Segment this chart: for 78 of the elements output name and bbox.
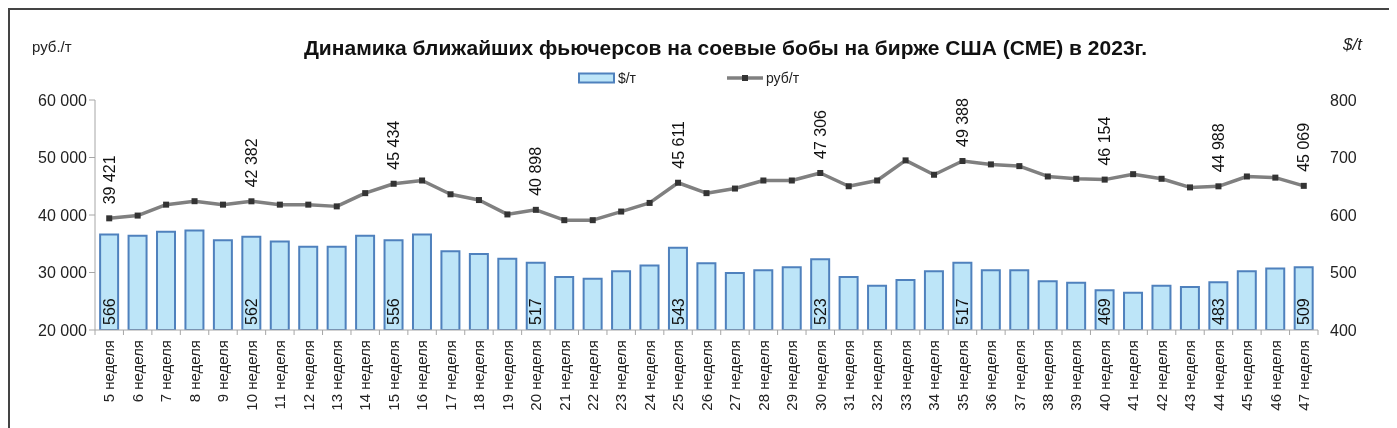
x-tick-label: 45 неделя [1238,340,1256,411]
y-tick-label: 50 000 [38,149,88,167]
legend-label: руб/т [765,70,800,86]
data-label: 44 988 [1210,123,1228,173]
y-tick-label: 30 000 [38,264,88,282]
x-tick-label: 34 неделя [925,340,943,411]
y-tick-label: 40 000 [38,206,88,224]
x-tick-label: 19 неделя [498,340,516,411]
x-tick-label: 18 неделя [470,340,488,411]
data-label: 46 154 [1096,116,1114,166]
y2-axis-title: $/t [1343,35,1362,55]
data-label: 45 434 [385,120,403,170]
x-tick-label: 26 неделя [697,340,715,411]
x-tick-label: 40 неделя [1095,340,1113,411]
y2-tick-label: 600 [1330,206,1357,224]
x-tick-label: 15 неделя [384,340,402,411]
x-tick-label: 25 неделя [669,340,687,411]
y2-tick-label: 800 [1330,91,1357,109]
y-tick-label: 20 000 [38,321,88,339]
data-label: 39 421 [100,155,118,205]
x-tick-label: 11 неделя [271,340,289,410]
x-tick-label: 17 неделя [441,340,459,411]
y2-tick-label: 500 [1330,264,1357,282]
data-label: 483 [1209,298,1227,325]
x-tick-label: 33 неделя [896,340,914,411]
x-tick-label: 41 неделя [1124,340,1142,411]
x-tick-label: 12 неделя [299,340,317,411]
x-tick-label: 35 неделя [953,340,971,411]
data-label: 556 [385,298,403,325]
y-axis-title: руб./т [32,38,72,55]
y2-tick-label: 400 [1330,321,1357,339]
y-tick-label: 60 000 [38,91,88,109]
data-label: 562 [242,298,260,325]
data-label: 47 306 [811,109,829,159]
data-label: 517 [527,298,545,325]
data-label: 566 [100,298,118,325]
x-tick-label: 29 неделя [783,340,801,411]
data-label: 517 [953,298,971,325]
x-tick-label: 31 неделя [839,340,857,411]
data-label: 49 388 [954,97,972,148]
x-tick-label: 32 неделя [868,340,886,411]
x-tick-label: 38 неделя [1039,340,1057,411]
x-tick-label: 47 неделя [1295,340,1313,411]
x-tick-label: 23 неделя [612,340,630,411]
x-tick-label: 37 неделя [1010,340,1028,411]
y2-tick-label: 700 [1330,149,1357,167]
x-tick-label: 8 неделя [185,340,203,403]
x-tick-label: 14 неделя [356,340,374,411]
data-label: 45 611 [669,120,687,169]
legend-label: $/т [617,70,636,86]
data-label: 45 069 [1295,122,1313,172]
x-tick-label: 39 неделя [1067,340,1085,411]
x-tick-label: 7 неделя [157,340,175,403]
x-tick-label: 27 неделя [726,340,744,411]
data-label: 469 [1096,298,1114,325]
x-tick-label: 16 неделя [413,340,431,411]
data-label: 42 382 [243,138,261,188]
x-tick-label: 5 неделя [100,340,118,403]
x-tick-label: 43 неделя [1181,340,1199,411]
data-label: 509 [1295,298,1313,325]
x-tick-label: 24 неделя [640,340,658,411]
x-tick-label: 44 неделя [1209,340,1227,411]
x-tick-label: 10 неделя [242,340,260,411]
x-tick-label: 46 неделя [1266,340,1284,411]
data-label: 523 [811,298,829,325]
chart-title: Динамика ближайших фьючерсов на соевые бобы на бирже США (CME) в 2023г. [303,36,1148,59]
data-label: 40 898 [527,146,545,196]
x-tick-label: 20 неделя [527,340,545,411]
x-tick-label: 30 неделя [811,340,829,411]
x-tick-label: 42 неделя [1152,340,1170,411]
x-tick-label: 13 неделя [328,340,346,411]
data-label: 543 [669,298,687,325]
x-tick-label: 22 неделя [583,340,601,411]
x-tick-label: 36 неделя [982,340,1000,411]
x-tick-label: 6 неделя [128,340,146,403]
x-tick-label: 28 неделя [754,340,772,411]
x-tick-label: 21 неделя [555,340,573,411]
x-tick-label: 9 неделя [214,340,232,403]
